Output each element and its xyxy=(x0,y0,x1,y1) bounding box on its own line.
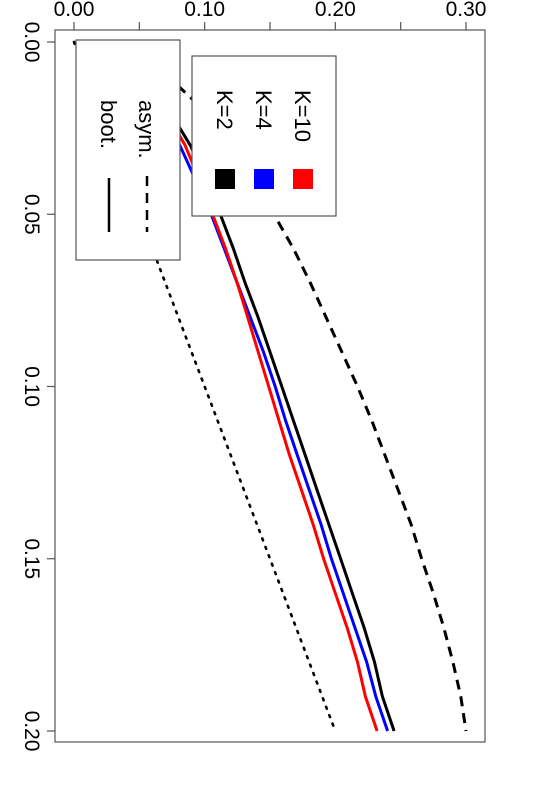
legend-method: boot. asym. xyxy=(75,39,181,261)
y-tick-label: 0.20 xyxy=(315,0,356,21)
y-tick-label: 0.30 xyxy=(446,0,487,21)
legend-boot-label: boot. xyxy=(96,100,121,149)
legend-k: K=2 K=4 K=10 xyxy=(191,55,337,217)
legend-k2-label: K=2 xyxy=(212,90,237,130)
series-line-reference xyxy=(72,40,337,733)
legend-k4-label: K=4 xyxy=(251,90,276,130)
x-tick-label: 0.05 xyxy=(20,194,43,235)
x-tick-label: 0.00 xyxy=(20,22,43,63)
y-axis: 0.00 0.10 0.20 0.30 xyxy=(54,0,487,30)
x-tick-label: 0.20 xyxy=(20,711,43,752)
legend-swatch-k10 xyxy=(293,169,313,189)
y-tick-label: 0.10 xyxy=(184,0,225,21)
x-axis: 0.00 0.05 0.10 0.15 0.20 xyxy=(20,22,55,752)
x-tick-label: 0.10 xyxy=(20,366,43,407)
legend-k10-label: K=10 xyxy=(290,90,315,142)
legend-asym-label: asym. xyxy=(134,100,159,159)
legend-swatch-k2 xyxy=(215,169,235,189)
legend-method-box xyxy=(75,39,181,261)
legend-swatch-k4 xyxy=(254,169,274,189)
x-tick-label: 0.15 xyxy=(20,538,43,579)
y-tick-label: 0.00 xyxy=(54,0,95,21)
